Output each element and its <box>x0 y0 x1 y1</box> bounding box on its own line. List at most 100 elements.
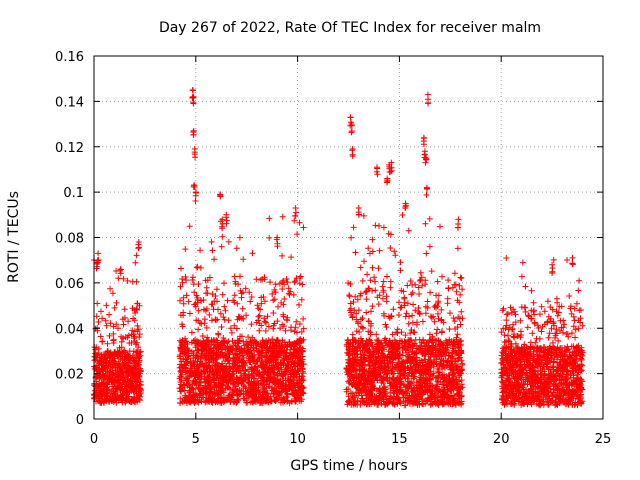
data-point <box>269 353 276 360</box>
data-point <box>245 348 252 355</box>
data-point <box>248 388 255 395</box>
data-point <box>283 350 290 357</box>
data-point <box>214 393 221 400</box>
data-point <box>246 349 252 356</box>
data-point <box>177 399 184 406</box>
data-point <box>411 370 418 377</box>
data-point <box>397 267 404 274</box>
data-point <box>422 220 429 227</box>
data-point <box>433 361 440 368</box>
data-point <box>450 395 457 402</box>
data-point <box>290 353 297 360</box>
data-point <box>130 315 137 322</box>
data-point <box>349 331 356 338</box>
data-point <box>104 386 111 393</box>
data-point <box>103 302 110 309</box>
data-point <box>528 287 535 294</box>
data-point <box>347 352 353 359</box>
data-point <box>450 371 456 378</box>
data-point <box>371 367 377 374</box>
data-point <box>104 363 110 370</box>
data-point <box>218 243 225 250</box>
data-point <box>398 304 405 311</box>
data-point <box>249 366 256 373</box>
data-point <box>572 334 579 341</box>
data-point <box>443 363 450 370</box>
data-point <box>417 379 424 386</box>
data-point <box>261 318 268 325</box>
data-point <box>346 343 353 350</box>
data-point <box>457 274 464 281</box>
data-point <box>438 329 445 336</box>
data-point <box>274 318 281 325</box>
data-point <box>387 389 394 396</box>
data-point <box>232 351 239 358</box>
data-point <box>102 373 109 380</box>
data-point <box>224 358 231 365</box>
data-point <box>211 298 218 305</box>
data-point <box>129 327 136 334</box>
data-point <box>179 321 185 328</box>
data-point <box>261 365 267 372</box>
data-point <box>428 377 434 383</box>
data-point <box>205 341 212 348</box>
data-point <box>124 396 130 403</box>
data-point <box>195 355 202 362</box>
data-point <box>418 274 425 281</box>
data-point <box>376 222 382 229</box>
data-point <box>189 371 196 378</box>
data-point <box>275 303 281 310</box>
data-point <box>219 340 226 346</box>
data-point <box>370 346 377 353</box>
data-point <box>409 349 416 356</box>
data-point <box>232 360 239 366</box>
data-point <box>136 385 143 392</box>
data-point <box>253 386 260 393</box>
data-point <box>367 277 374 284</box>
data-point <box>261 315 268 322</box>
data-point <box>183 394 189 401</box>
data-point <box>184 381 191 388</box>
data-point <box>438 306 445 313</box>
data-point <box>134 322 141 329</box>
data-point <box>188 348 195 355</box>
data-point <box>405 320 412 327</box>
data-point <box>298 328 305 335</box>
data-point <box>368 380 375 387</box>
data-point <box>269 366 276 373</box>
data-point <box>419 318 426 325</box>
data-point <box>388 369 395 376</box>
data-point <box>373 387 380 393</box>
data-point <box>132 310 139 316</box>
data-point <box>294 231 301 238</box>
data-point <box>283 388 289 395</box>
data-point <box>221 316 228 323</box>
data-point <box>122 374 129 381</box>
data-point <box>452 376 458 383</box>
data-point <box>369 287 376 294</box>
data-point <box>404 282 411 289</box>
data-point <box>205 395 212 401</box>
data-point <box>187 384 194 391</box>
data-point <box>538 328 545 335</box>
data-point <box>398 329 405 336</box>
data-point <box>262 327 269 334</box>
data-point <box>241 347 248 354</box>
data-point <box>445 277 452 284</box>
data-point <box>575 287 582 294</box>
data-point <box>241 360 248 367</box>
data-point <box>116 382 123 389</box>
data-point <box>185 353 192 360</box>
data-point <box>428 314 435 321</box>
data-point <box>414 390 421 397</box>
data-point <box>230 342 237 349</box>
data-point <box>383 298 390 305</box>
data-point <box>260 294 267 300</box>
data-point <box>380 295 386 302</box>
data-point <box>98 387 105 394</box>
data-point <box>352 366 359 373</box>
data-point <box>518 273 525 280</box>
data-point <box>383 293 390 300</box>
data-point <box>419 401 426 408</box>
data-point <box>292 363 299 370</box>
